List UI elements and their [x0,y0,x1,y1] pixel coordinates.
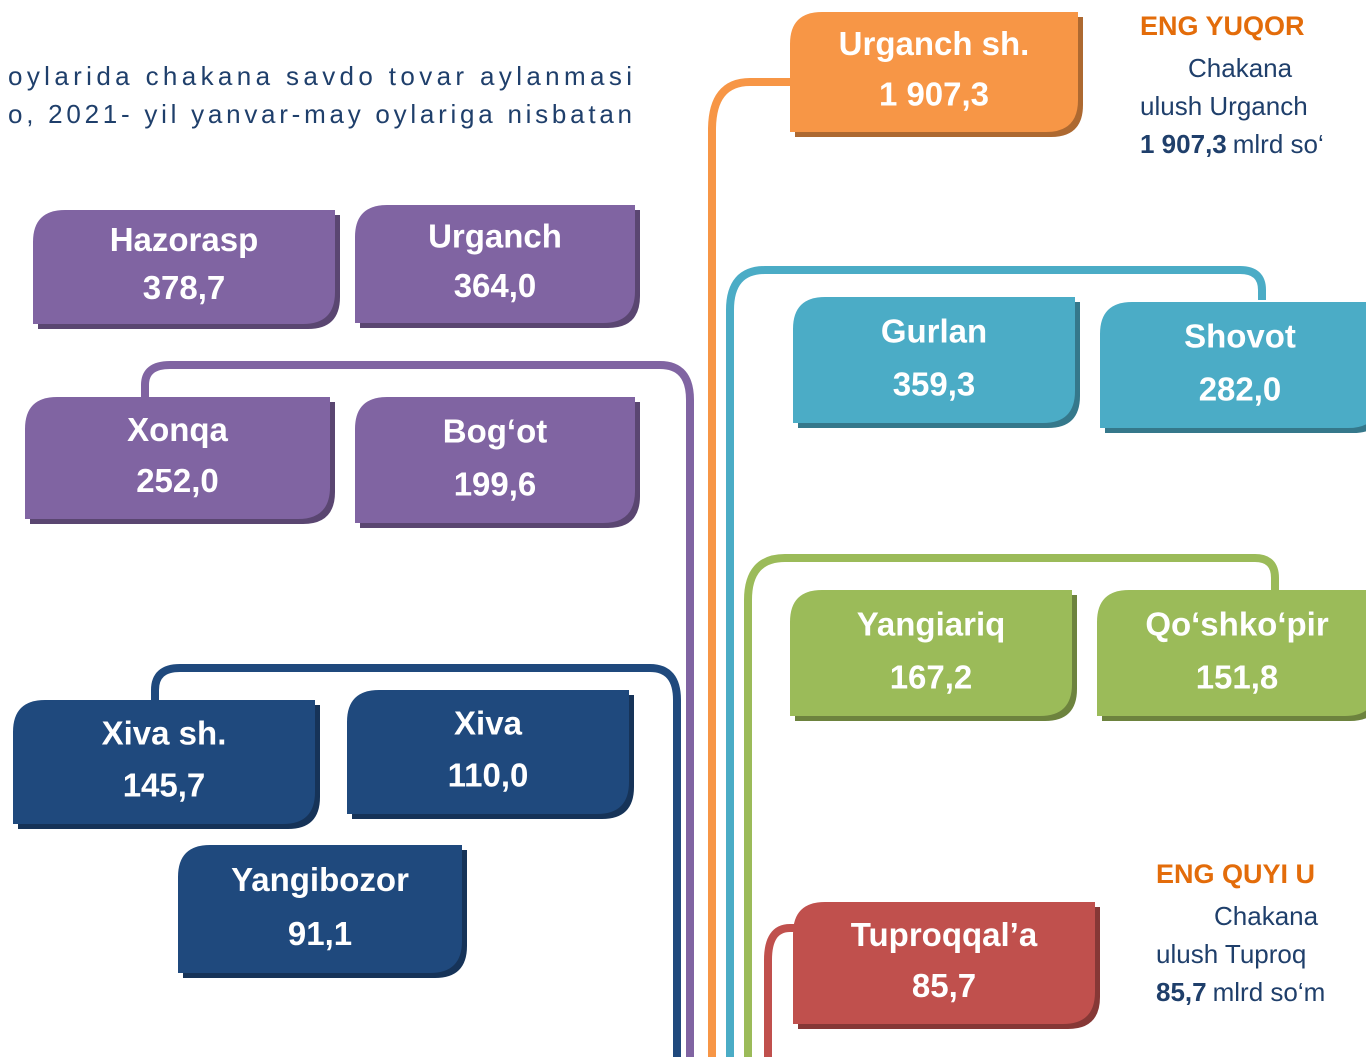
box [355,205,635,323]
region-name: Shovot [1184,317,1296,354]
region-name: Xiva sh. [102,715,227,752]
region-name: Xonqa [127,411,228,448]
region-value: 282,0 [1199,370,1282,407]
region-box: Gurlan 359,3 [793,297,1080,428]
region-box: Hazorasp 378,7 [33,210,340,329]
region-box: Yangiariq 167,2 [790,590,1077,721]
region-name: Yangibozor [231,861,409,898]
box [347,690,629,814]
region-value: 167,2 [890,658,973,695]
note-title: ENG YUQOR [1140,11,1305,41]
green-connector [744,554,1279,1057]
region-name: Bog‘ot [443,412,547,449]
note-unit: mlrd so‘ [1233,129,1324,159]
box [33,210,335,324]
region-value: 110,0 [448,757,529,794]
region-value: 364,0 [454,267,537,304]
region-value: 1 907,3 [879,76,989,113]
region-box: Xiva sh. 145,7 [13,700,320,829]
red-connector [764,924,795,1057]
note-line: ulush Tuproq [1156,939,1306,969]
region-box: Bog‘ot 199,6 [355,397,640,528]
navy-connector [151,664,681,1057]
note-line: Chakana [1214,901,1319,931]
box [1097,590,1366,716]
region-name: Urganch sh. [839,25,1030,62]
region-value: 151,8 [1196,658,1279,695]
region-value: 252,0 [136,462,219,499]
note-unit: mlrd so‘m [1213,977,1326,1007]
box [355,397,635,523]
note-value-line: 1 907,3 mlrd so‘ [1140,129,1324,159]
region-name: Tuproqqal’a [851,916,1038,953]
box [790,12,1078,132]
box [790,590,1072,716]
region-name: Hazorasp [110,221,259,258]
region-name: Qo‘shko‘pir [1145,605,1329,642]
region-value: 85,7 [912,967,976,1004]
region-name: Gurlan [881,312,987,349]
region-value: 145,7 [123,767,206,804]
region-box: Xiva 110,0 [347,690,634,819]
note-value: 85,7 [1156,977,1207,1007]
teal-connector [726,266,1266,1057]
region-box: Urganch sh. 1 907,3 [790,12,1083,137]
intro-line: o, 2021- yil yanvar-may oylariga nisbata… [8,99,632,129]
box [13,700,315,824]
note-value: 1 907,3 [1140,129,1227,159]
purple-connector [141,361,694,1057]
region-name: Xiva [454,705,523,742]
box [793,297,1075,423]
box [793,902,1095,1024]
note-line: ulush Urganch [1140,91,1308,121]
box [178,845,462,973]
region-name: Urganch [428,217,562,254]
box [25,397,330,519]
region-value: 199,6 [454,465,537,502]
box [1100,302,1366,428]
orange-connector [708,78,792,1057]
note-line: Chakana [1188,53,1293,83]
region-value: 378,7 [143,269,226,306]
region-name: Yangiariq [857,605,1006,642]
region-box: Shovot 282,0 [1100,302,1366,433]
note-value-line: 85,7 mlrd so‘m [1156,977,1325,1007]
note-title: ENG QUYI U [1156,859,1315,889]
connectors [141,78,1279,1057]
region-box: Urganch 364,0 [355,205,640,328]
region-box: Xonqa 252,0 [25,397,335,524]
region-value: 91,1 [288,915,352,952]
region-box: Yangibozor 91,1 [178,845,467,978]
region-box: Qo‘shko‘pir 151,8 [1097,590,1366,721]
region-value: 359,3 [893,365,976,402]
intro-line: oylarida chakana savdo tovar aylanmasi [8,61,632,91]
region-box: Tuproqqal’a 85,7 [793,902,1100,1029]
